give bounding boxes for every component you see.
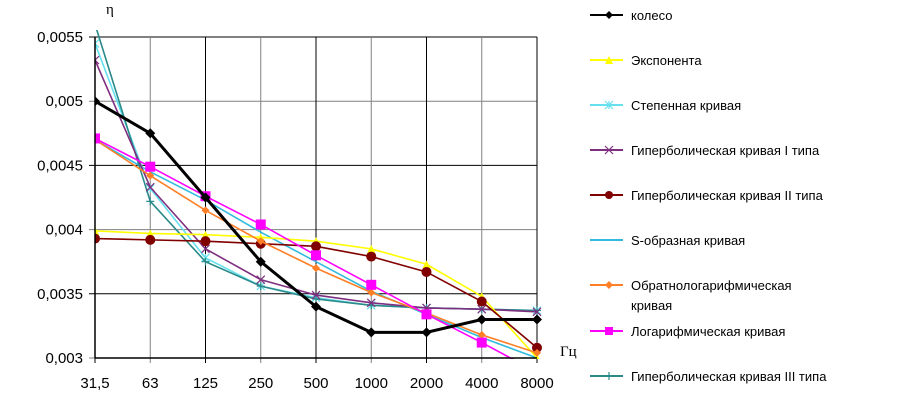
series-5 xyxy=(95,139,538,359)
data-point xyxy=(145,182,155,192)
data-point xyxy=(95,55,100,61)
data-point xyxy=(256,275,266,285)
data-point xyxy=(146,171,155,180)
legend-item: Гиперболическая кривая II типа xyxy=(590,188,824,203)
y-tick-label: 0,0045 xyxy=(37,157,83,174)
data-point xyxy=(312,264,320,273)
data-point xyxy=(366,327,377,338)
series-lines xyxy=(95,30,542,359)
x-tick-label: 4000 xyxy=(465,375,498,392)
data-point xyxy=(532,342,542,353)
data-point xyxy=(311,290,321,300)
data-point xyxy=(200,236,211,247)
data-point xyxy=(95,233,100,244)
legend-label: Обратнологарифмическая кривая xyxy=(631,278,792,313)
data-point xyxy=(145,128,156,139)
data-point xyxy=(422,260,431,269)
data-point xyxy=(605,56,613,64)
data-point xyxy=(366,251,377,262)
legend-item: Экспонента xyxy=(590,53,702,68)
data-point xyxy=(477,330,486,339)
data-point xyxy=(605,191,613,199)
x-tick-label: 8000 xyxy=(520,375,553,392)
series-3 xyxy=(95,55,542,317)
data-point xyxy=(95,59,100,65)
data-point xyxy=(367,244,376,253)
data-point xyxy=(366,298,376,308)
legend-item: Обратнологарифмическая кривая xyxy=(590,278,792,313)
axes: 0,003 0,0035 0,004 0,0045 0,005 0,0055 31,5 63 1… xyxy=(37,29,554,392)
data-point xyxy=(421,266,432,277)
data-point xyxy=(367,288,376,297)
legend-label: Гиперболическая кривая II типа xyxy=(631,188,824,203)
series-0 xyxy=(95,96,542,338)
legend-label: Степенная кривая xyxy=(631,98,741,113)
data-point xyxy=(201,244,210,254)
data-point xyxy=(200,192,211,203)
x-tick-label: 31,5 xyxy=(80,375,109,392)
x-tick-label: 63 xyxy=(142,375,159,392)
legend-item: Гиперболическая кривая I типа xyxy=(590,143,820,158)
data-point xyxy=(201,206,210,215)
data-point xyxy=(421,309,432,320)
data-point xyxy=(532,314,542,325)
data-point xyxy=(476,337,487,348)
data-point xyxy=(532,307,542,317)
legend: колесо Экспонента Степенная кривая Гипербол… xyxy=(590,8,827,384)
legend-label: Логарифмическая кривая xyxy=(631,324,785,339)
data-point xyxy=(311,301,321,312)
data-point xyxy=(476,296,487,307)
legend-label: Экспонента xyxy=(631,53,702,68)
legend-label: колесо xyxy=(631,8,672,23)
x-tick-label: 2000 xyxy=(410,375,443,392)
data-point xyxy=(605,327,613,335)
data-point xyxy=(255,219,266,230)
data-point xyxy=(533,348,541,357)
data-point xyxy=(476,314,487,325)
x-tick-label: 500 xyxy=(303,375,328,392)
y-tick-label: 0,005 xyxy=(45,93,83,110)
data-point xyxy=(145,234,156,245)
data-point xyxy=(95,133,100,144)
x-tick-label: 250 xyxy=(248,375,273,392)
data-point xyxy=(95,38,100,45)
legend-item: Логарифмическая кривая xyxy=(590,324,785,339)
legend-item: S-образная кривая xyxy=(590,233,745,248)
data-point xyxy=(311,241,321,252)
data-point xyxy=(95,42,100,48)
legend-label: Гиперболическая кривая I типа xyxy=(631,143,820,158)
data-point xyxy=(604,145,614,155)
data-point xyxy=(477,304,487,314)
data-point xyxy=(95,226,99,235)
data-point xyxy=(95,96,100,107)
legend-label: S-образная кривая xyxy=(631,233,745,248)
x-tick-label: 1000 xyxy=(355,375,388,392)
series-6 xyxy=(95,135,541,357)
legend-item: Степенная кривая xyxy=(590,98,741,113)
x-tick-label: 125 xyxy=(193,375,218,392)
data-point xyxy=(421,327,432,338)
y-tick-label: 0,0055 xyxy=(37,29,83,46)
series-line xyxy=(95,139,538,359)
data-point xyxy=(366,279,377,290)
legend-item: Гиперболическая кривая III типа xyxy=(590,369,827,384)
data-point xyxy=(605,11,613,19)
y-axis-label: η xyxy=(106,2,114,18)
y-tick-label: 0,004 xyxy=(45,222,83,239)
y-tick-label: 0,003 xyxy=(45,350,83,367)
grid xyxy=(89,36,538,363)
y-tick-label: 0,0035 xyxy=(37,286,83,303)
data-point xyxy=(255,256,266,267)
x-axis-label: Гц xyxy=(560,344,577,360)
data-point xyxy=(145,161,156,172)
data-point xyxy=(256,237,265,246)
legend-item: колесо xyxy=(590,8,672,23)
data-point xyxy=(311,250,321,261)
legend-label: Гиперболическая кривая III типа xyxy=(631,369,827,384)
data-point xyxy=(605,281,613,289)
